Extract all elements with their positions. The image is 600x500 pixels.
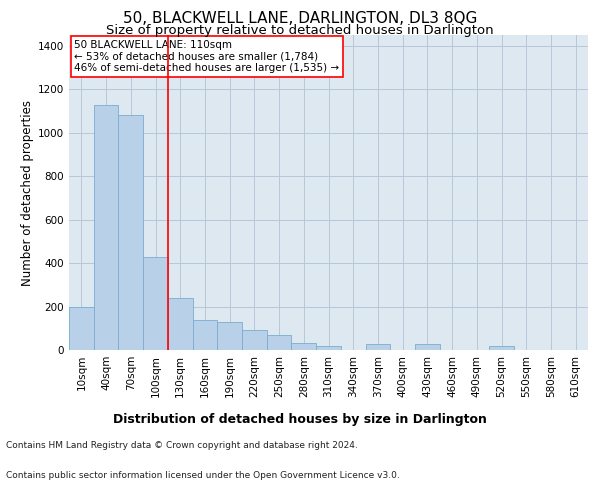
Bar <box>489 346 514 350</box>
Y-axis label: Number of detached properties: Number of detached properties <box>21 100 34 286</box>
Text: 50 BLACKWELL LANE: 110sqm
← 53% of detached houses are smaller (1,784)
46% of se: 50 BLACKWELL LANE: 110sqm ← 53% of detac… <box>74 40 340 73</box>
Text: Size of property relative to detached houses in Darlington: Size of property relative to detached ho… <box>106 24 494 37</box>
Bar <box>143 256 168 350</box>
Bar <box>168 298 193 350</box>
Text: Distribution of detached houses by size in Darlington: Distribution of detached houses by size … <box>113 412 487 426</box>
Bar <box>292 344 316 350</box>
Bar <box>94 104 118 350</box>
Bar <box>217 322 242 350</box>
Bar <box>242 330 267 350</box>
Bar <box>365 344 390 350</box>
Bar <box>267 335 292 350</box>
Text: Contains public sector information licensed under the Open Government Licence v3: Contains public sector information licen… <box>6 471 400 480</box>
Text: Contains HM Land Registry data © Crown copyright and database right 2024.: Contains HM Land Registry data © Crown c… <box>6 441 358 450</box>
Text: 50, BLACKWELL LANE, DARLINGTON, DL3 8QG: 50, BLACKWELL LANE, DARLINGTON, DL3 8QG <box>123 11 477 26</box>
Bar <box>415 344 440 350</box>
Bar <box>193 320 217 350</box>
Bar <box>316 346 341 350</box>
Bar <box>118 116 143 350</box>
Bar <box>69 306 94 350</box>
